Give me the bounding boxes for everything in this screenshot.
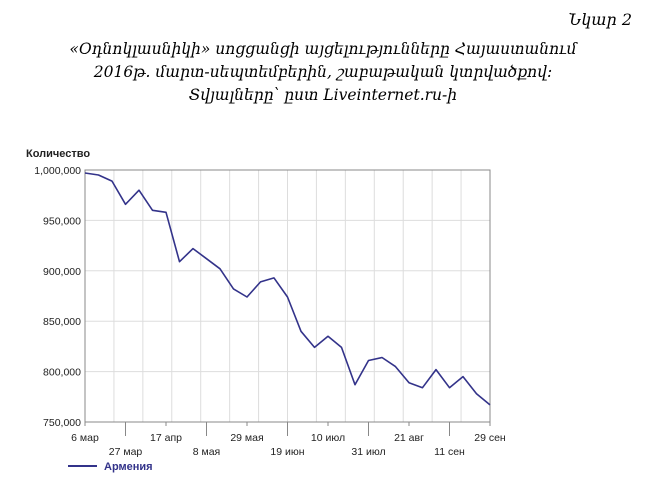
x-tick-label: 31 июл [351,446,385,458]
y-axis-ticks: 750,000 800,000 850,000 900,000 950,000 1,000… [34,165,81,429]
x-tick-label: 17 апр [150,432,182,444]
y-tick-label: 750,000 [43,417,81,429]
x-tick-label: 8 мая [193,446,221,458]
figure-label: Նկար 2 [568,10,633,29]
series-line-armenia [84,172,491,406]
legend: Армения [68,461,153,473]
x-axis-ticks: 6 мар 17 апр 29 мая 10 июл 21 авг 29 сен 27 ма… [71,422,506,458]
y-tick-label: 850,000 [43,316,81,328]
y-tick-label: 950,000 [43,215,81,227]
x-tick-label: 10 июл [311,432,345,444]
y-tick-label: 800,000 [43,367,81,379]
legend-label-armenia: Армения [104,461,153,473]
y-tick-label: 900,000 [43,266,81,278]
x-tick-label: 6 мар [71,432,99,444]
y-axis-title: Количество [26,148,90,160]
x-tick-label: 27 мар [109,446,143,458]
caption-line-2: 2016թ. մարտ-սեպտեմբերին, շաբաթական կտրվա… [93,63,553,81]
x-tick-label: 21 авг [394,432,424,444]
x-tick-label: 11 сен [434,446,465,458]
series-layer [84,172,491,406]
caption-line-1: «Օդնոկլասնիկի» սոցցանցի այցելությունները… [69,40,577,58]
caption-line-3: Տվյալները՝ ըստ Liveinternet.ru-ի [188,86,458,104]
x-tick-label: 19 июн [270,446,304,458]
x-tick-label: 29 сен [474,432,506,444]
x-tick-label: 29 мая [230,432,263,444]
y-tick-label: 1,000,000 [34,165,81,177]
chart-caption: «Օդնոկլասնիկի» սոցցանցի այցելությունները… [0,38,646,107]
